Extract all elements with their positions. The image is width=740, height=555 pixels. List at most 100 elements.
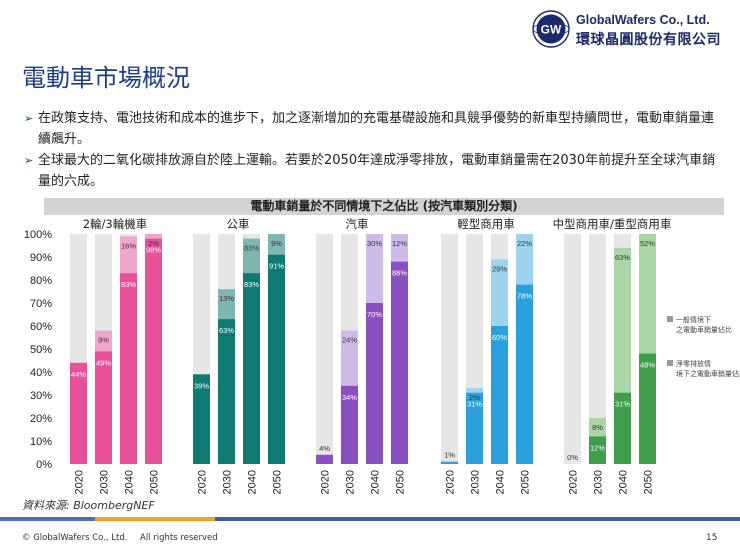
bar-extra-label: 9% bbox=[271, 239, 282, 248]
bar-background bbox=[441, 234, 458, 464]
bar-extra-segment bbox=[341, 330, 358, 386]
bar-extra-label: 8% bbox=[592, 423, 603, 432]
bar-data-label: 48% bbox=[640, 361, 655, 370]
bar-extra-label: 29% bbox=[492, 264, 507, 273]
footer-copyright: © GlobalWafers Co., Ltd. bbox=[22, 533, 128, 543]
bar-data-label: 31% bbox=[467, 400, 482, 409]
x-tick-label: 2030 bbox=[593, 470, 605, 494]
bar-base-segment bbox=[243, 273, 260, 464]
bar-extra-segment bbox=[589, 418, 606, 437]
bar-base-segment bbox=[589, 436, 606, 464]
bar-data-label: 1% bbox=[444, 451, 455, 460]
bar-data-label: 88% bbox=[392, 269, 407, 278]
logo-english-name: GlobalWafers Co., Ltd. bbox=[576, 13, 710, 27]
bar-base-segment bbox=[145, 238, 162, 464]
x-tick-label: 2020 bbox=[568, 470, 580, 494]
bar-extra-label: 2% bbox=[469, 393, 480, 402]
x-tick-label: 2040 bbox=[247, 470, 259, 494]
bar-data-label: 44% bbox=[71, 370, 86, 379]
company-logo: GW GlobalWafers Co., Ltd. 環球晶圓股份有限公司 bbox=[532, 10, 732, 50]
gw-logo-icon: GW bbox=[532, 10, 570, 48]
bullet-text: 在政策支持、電池技術和成本的進步下，加之逐漸增加的充電基礎設施和具競爭優勢的新車… bbox=[38, 111, 715, 147]
footer-color-bar bbox=[0, 517, 740, 521]
x-tick-label: 2050 bbox=[643, 470, 655, 494]
x-tick-label: 2040 bbox=[370, 470, 382, 494]
bar-extra-label: 63% bbox=[615, 253, 630, 262]
bar-base-segment bbox=[193, 374, 210, 464]
y-tick-label: 100% bbox=[24, 229, 52, 241]
x-tick-label: 2050 bbox=[149, 470, 161, 494]
bar-data-label: 83% bbox=[121, 280, 136, 289]
x-tick-label: 2040 bbox=[124, 470, 136, 494]
bar-extra-label: 52% bbox=[640, 239, 655, 248]
y-tick-label: 30% bbox=[30, 390, 52, 402]
bar-base-segment bbox=[95, 351, 112, 464]
x-tick-label: 2030 bbox=[345, 470, 357, 494]
bar-data-label: 12% bbox=[590, 443, 605, 452]
bar-extra-segment bbox=[391, 234, 408, 262]
bar-base-segment bbox=[441, 461, 458, 464]
x-tick-label: 2050 bbox=[272, 470, 284, 494]
bar-data-label: 4% bbox=[319, 444, 330, 453]
y-tick-label: 20% bbox=[30, 413, 52, 425]
page-number: 15 bbox=[706, 533, 718, 543]
bar-extra-label: 83% bbox=[244, 244, 259, 253]
bar-data-label: 49% bbox=[96, 358, 111, 367]
bar-extra-segment bbox=[145, 234, 162, 239]
x-tick-label: 2020 bbox=[445, 470, 457, 494]
bar-base-segment bbox=[491, 326, 508, 464]
bar-extra-segment bbox=[639, 234, 656, 354]
x-tick-label: 2020 bbox=[74, 470, 86, 494]
bar-data-label: 63% bbox=[219, 326, 234, 335]
x-tick-label: 2030 bbox=[222, 470, 234, 494]
bar-background bbox=[316, 234, 333, 464]
legend-swatch bbox=[667, 360, 673, 366]
page-title: 電動車市場概況 bbox=[22, 64, 190, 92]
x-tick-label: 2040 bbox=[495, 470, 507, 494]
y-tick-label: 80% bbox=[30, 275, 52, 287]
bar-data-label: 39% bbox=[194, 381, 209, 390]
bar-extra-label: 9% bbox=[98, 336, 109, 345]
bar-extra-segment bbox=[614, 247, 631, 393]
x-tick-label: 2050 bbox=[520, 470, 532, 494]
group-title: 2輪/3輪機車 bbox=[83, 217, 148, 231]
bar-base-segment bbox=[316, 454, 333, 464]
x-tick-label: 2040 bbox=[618, 470, 630, 494]
bar-base-segment bbox=[341, 385, 358, 464]
bar-data-label: 31% bbox=[615, 400, 630, 409]
bar-extra-label: 13% bbox=[219, 294, 234, 303]
bullet-text: 全球最大的二氧化碳排放源自於陸上運輸。若要於2050年達成淨零排放，電動車銷量需… bbox=[38, 153, 716, 189]
legend-label: 一般情境下之電動車銷量佔比 bbox=[676, 315, 732, 334]
bar-extra-label: 22% bbox=[517, 239, 532, 248]
group-title: 公車 bbox=[227, 217, 250, 231]
bar-base-segment bbox=[516, 284, 533, 464]
y-tick-label: 40% bbox=[30, 367, 52, 379]
bar-data-label: 70% bbox=[367, 310, 382, 319]
bar-base-segment bbox=[391, 261, 408, 464]
bar-extra-segment bbox=[243, 238, 260, 274]
bar-extra-label: 24% bbox=[342, 336, 357, 345]
bar-base-segment bbox=[466, 392, 483, 464]
bar-data-label: 83% bbox=[244, 280, 259, 289]
source-note: 資料來源: BloombergNEF bbox=[22, 499, 155, 512]
bar-data-label: 60% bbox=[492, 333, 507, 342]
footer-rights: All rights reserved bbox=[140, 533, 218, 543]
x-tick-label: 2030 bbox=[99, 470, 111, 494]
bar-extra-label: 16% bbox=[121, 241, 136, 250]
logo-chinese-name: 環球晶圓股份有限公司 bbox=[576, 32, 721, 48]
legend-label: 淨零排放情境下之電動車銷量佔比 bbox=[676, 359, 740, 378]
bar-extra-segment bbox=[120, 236, 137, 274]
bar-base-segment bbox=[218, 319, 235, 464]
chart-title: 電動車銷量於不同情境下之佔比 (按汽車類別分類) bbox=[44, 198, 724, 215]
bar-extra-segment bbox=[268, 234, 285, 255]
bar-base-segment bbox=[639, 353, 656, 464]
bar-background bbox=[589, 234, 606, 464]
bar-background bbox=[564, 234, 581, 464]
legend-swatch bbox=[667, 316, 673, 322]
x-tick-label: 2020 bbox=[197, 470, 209, 494]
y-tick-label: 10% bbox=[30, 436, 52, 448]
arrow-bullet-icon: ➢ bbox=[24, 112, 34, 125]
bar-data-label: 91% bbox=[269, 262, 284, 271]
bar-extra-segment bbox=[218, 289, 235, 320]
